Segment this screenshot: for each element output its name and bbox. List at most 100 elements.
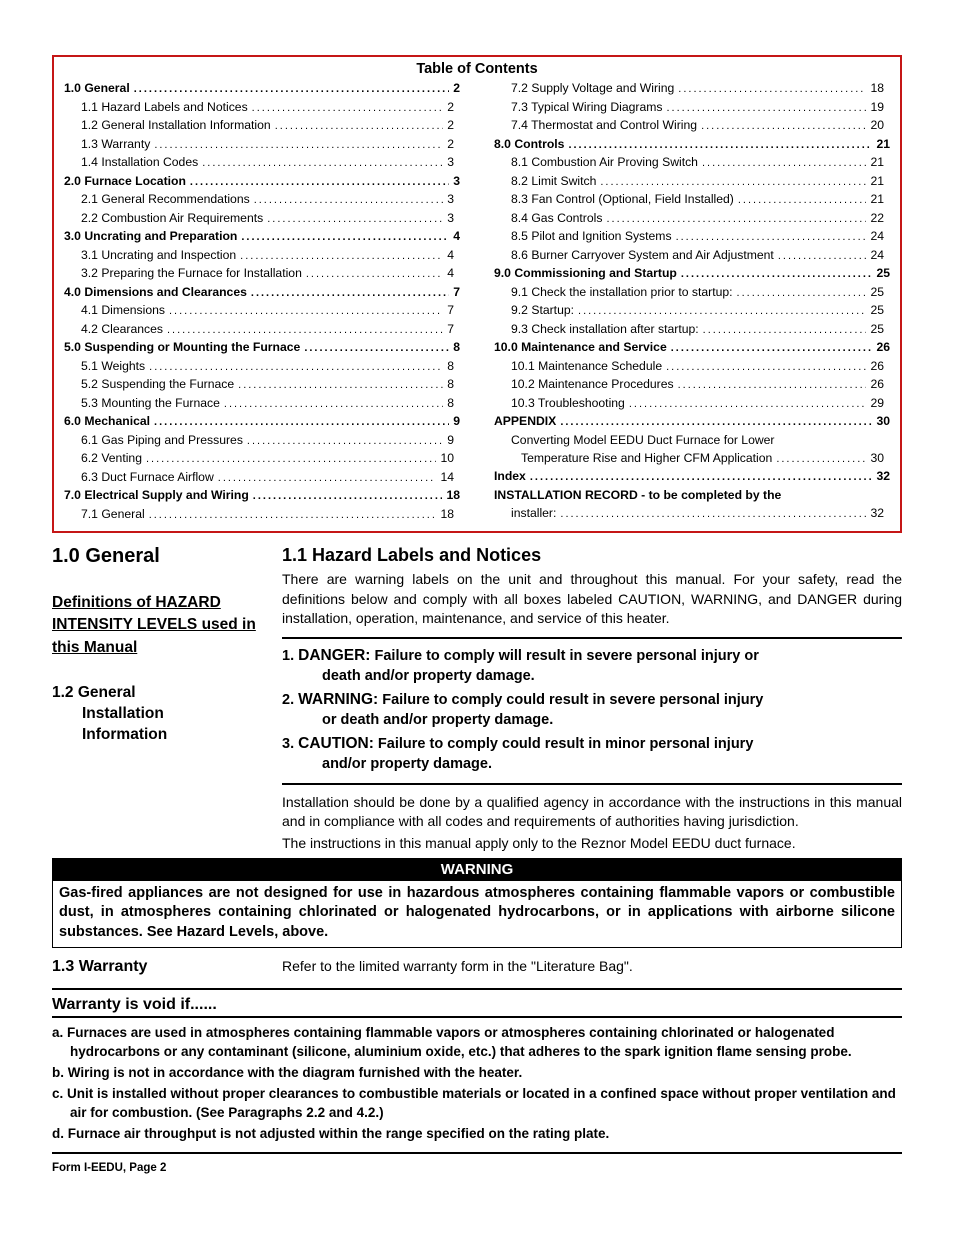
toc-entry: 7.0 Electrical Supply and Wiring18 <box>64 486 460 505</box>
toc-entry: 8.2 Limit Switch21 <box>494 172 890 191</box>
toc-entry-page: 21 <box>870 153 890 171</box>
toc-entry-label: INSTALLATION RECORD - to be completed by… <box>494 486 781 504</box>
toc-leader <box>578 301 866 320</box>
toc-leader <box>568 135 872 154</box>
toc-entry-label: 1.1 Hazard Labels and Notices <box>81 98 248 116</box>
toc-entry-label: 8.0 Controls <box>494 135 564 153</box>
toc-entry: 6.1 Gas Piping and Pressures9 <box>64 431 460 450</box>
toc-leader <box>202 153 443 172</box>
toc-leader <box>154 412 449 431</box>
toc-entry-page: 3 <box>447 209 460 227</box>
toc-leader <box>560 504 866 523</box>
toc-entry-page: 32 <box>876 467 890 485</box>
toc-leader <box>703 320 867 339</box>
table-of-contents: Table of Contents 1.0 General21.1 Hazard… <box>52 55 902 533</box>
toc-entry: 9.2 Startup:25 <box>494 301 890 320</box>
toc-entry: 10.0 Maintenance and Service26 <box>494 338 890 357</box>
toc-entry: 10.2 Maintenance Procedures26 <box>494 375 890 394</box>
warning-banner-header: WARNING <box>52 858 902 881</box>
toc-leader <box>671 338 873 357</box>
toc-entry: 3.1 Uncrating and Inspection4 <box>64 246 460 265</box>
toc-entry: 7.1 General18 <box>64 505 460 524</box>
toc-entry-page: 7 <box>453 283 460 301</box>
toc-entry-page: 22 <box>870 209 890 227</box>
toc-leader <box>238 375 443 394</box>
heading-1-2: 1.2 General Installation Information <box>52 683 260 746</box>
toc-leader <box>251 283 449 302</box>
toc-entry: 1.4 Installation Codes 3 <box>64 153 460 172</box>
section-1-3-body: Refer to the limited warranty form in th… <box>282 958 902 974</box>
toc-leader <box>701 116 866 135</box>
toc-leader <box>778 246 867 265</box>
toc-leader <box>146 449 436 468</box>
toc-entry: 2.0 Furnace Location3 <box>64 172 460 191</box>
toc-title: Table of Contents <box>64 61 890 77</box>
toc-entry-page: 25 <box>870 283 890 301</box>
toc-entry-label: 10.2 Maintenance Procedures <box>511 375 674 393</box>
definitions-heading: Definitions of HAZARD INTENSITY LEVELS u… <box>52 592 260 659</box>
toc-entry: Converting Model EEDU Duct Furnace for L… <box>494 431 890 449</box>
toc-entry-page: 3 <box>453 172 460 190</box>
hazard-definition-item: 3. CAUTION: Failure to comply could resu… <box>282 733 902 775</box>
toc-leader <box>134 79 450 98</box>
toc-entry-label: 4.0 Dimensions and Clearances <box>64 283 247 301</box>
toc-entry: 8.1 Combustion Air Proving Switch21 <box>494 153 890 172</box>
toc-entry: INSTALLATION RECORD - to be completed by… <box>494 486 890 504</box>
toc-entry: 4.0 Dimensions and Clearances 7 <box>64 283 460 302</box>
toc-leader <box>776 449 866 468</box>
toc-entry-label: 5.0 Suspending or Mounting the Furnace <box>64 338 300 356</box>
toc-entry-page: 32 <box>870 504 890 522</box>
toc-entry-label: 8.5 Pilot and Ignition Systems <box>511 227 672 245</box>
toc-entry-page: 4 <box>447 246 460 264</box>
toc-entry-label: 3.2 Preparing the Furnace for Installati… <box>81 264 302 282</box>
toc-entry: 10.3 Troubleshooting29 <box>494 394 890 413</box>
hazard-definition-item: 2. WARNING: Failure to comply could resu… <box>282 689 902 731</box>
toc-entry-label: Converting Model EEDU Duct Furnace for L… <box>511 431 775 449</box>
toc-entry: 6.0 Mechanical9 <box>64 412 460 431</box>
warning-banner-body: Gas-fired appliances are not designed fo… <box>52 881 902 949</box>
toc-leader <box>702 153 866 172</box>
warranty-void-heading: Warranty is void if...... <box>52 996 902 1014</box>
toc-entry: 8.4 Gas Controls22 <box>494 209 890 228</box>
toc-leader <box>676 227 867 246</box>
toc-entry-label: 6.3 Duct Furnace Airflow <box>81 468 214 486</box>
section-1-2-p1: Installation should be done by a qualifi… <box>282 793 902 832</box>
section-1-row: 1.0 General Definitions of HAZARD INTENS… <box>52 545 902 854</box>
toc-leader <box>530 467 873 486</box>
toc-entry: 7.4 Thermostat and Control Wiring 20 <box>494 116 890 135</box>
section-1-3-row: 1.3 Warranty Refer to the limited warran… <box>52 958 902 990</box>
toc-entry: 1.2 General Installation Information2 <box>64 116 460 135</box>
toc-leader <box>600 172 866 191</box>
toc-leader <box>240 246 443 265</box>
toc-entry: 4.2 Clearances7 <box>64 320 460 339</box>
toc-entry-label: 7.0 Electrical Supply and Wiring <box>64 486 249 504</box>
toc-entry-label: Index <box>494 467 526 485</box>
toc-columns: 1.0 General21.1 Hazard Labels and Notice… <box>64 79 890 523</box>
toc-entry-label: 2.1 General Recommendations <box>81 190 250 208</box>
toc-entry: 10.1 Maintenance Schedule26 <box>494 357 890 376</box>
toc-entry-label: 1.3 Warranty <box>81 135 150 153</box>
toc-entry-label: 9.3 Check installation after startup: <box>511 320 699 338</box>
toc-entry-page: 20 <box>870 116 890 134</box>
toc-entry-label: installer: <box>511 504 556 522</box>
toc-leader <box>678 79 866 98</box>
toc-entry-label: 1.4 Installation Codes <box>81 153 198 171</box>
toc-entry: Temperature Rise and Higher CFM Applicat… <box>494 449 890 468</box>
toc-leader <box>224 394 443 413</box>
toc-entry-label: 2.2 Combustion Air Requirements <box>81 209 263 227</box>
toc-entry: 9.0 Commissioning and Startup25 <box>494 264 890 283</box>
heading-1-2-line2: Installation <box>52 704 260 725</box>
toc-entry-label: 9.1 Check the installation prior to star… <box>511 283 733 301</box>
heading-1-1: 1.1 Hazard Labels and Notices <box>282 545 902 566</box>
warranty-void-item: d. Furnace air throughput is not adjuste… <box>52 1125 902 1144</box>
toc-entry-label: 7.4 Thermostat and Control Wiring <box>511 116 697 134</box>
toc-entry: 6.2 Venting10 <box>64 449 460 468</box>
toc-leader <box>241 227 449 246</box>
toc-entry: 8.3 Fan Control (Optional, Field Install… <box>494 190 890 209</box>
toc-entry-page: 21 <box>870 172 890 190</box>
toc-entry-label: 9.0 Commissioning and Startup <box>494 264 677 282</box>
heading-1-3: 1.3 Warranty <box>52 958 260 976</box>
toc-leader <box>254 190 444 209</box>
toc-entry-page: 3 <box>447 153 460 171</box>
toc-leader <box>666 357 866 376</box>
